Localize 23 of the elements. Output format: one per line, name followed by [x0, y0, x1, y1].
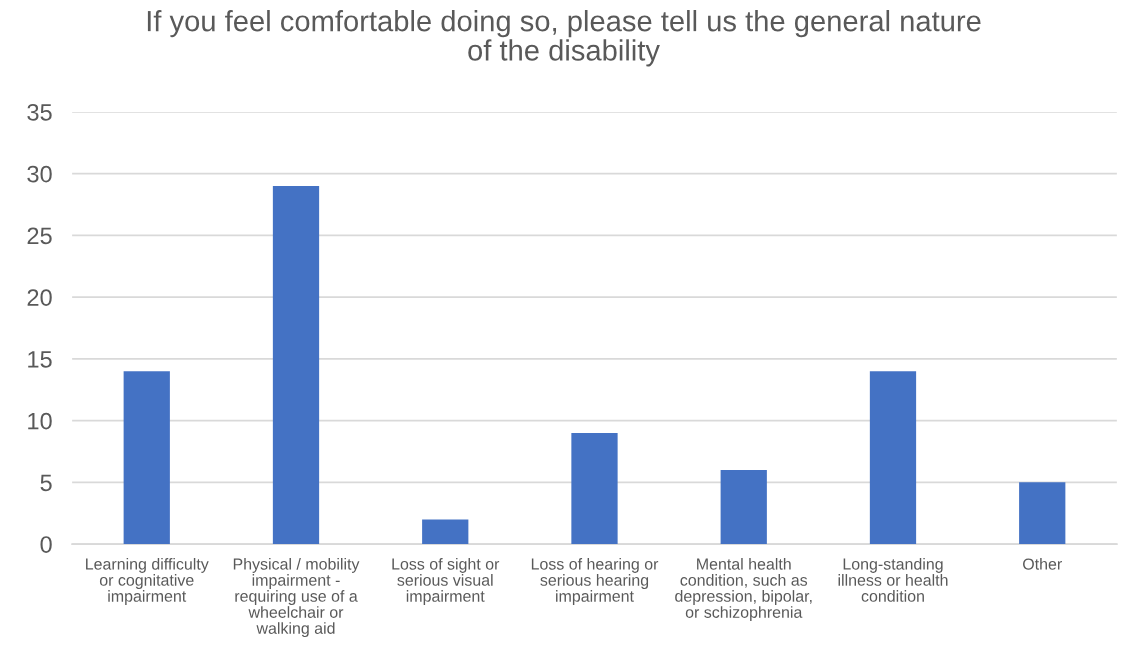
bar: [571, 432, 618, 545]
x-tick-label: Other: [1023, 558, 1062, 570]
y-tick-label: 30: [27, 165, 52, 183]
bar: [869, 371, 917, 545]
chart-title: If you feel comfortable doing so, please tell us the general nature of the disability: [147, 9, 981, 67]
bar: [1019, 482, 1066, 545]
x-tick-label: Loss of sight or serious visual impairment: [392, 558, 500, 605]
bar: [272, 185, 320, 545]
bar: [422, 519, 469, 545]
y-tick-label: 10: [28, 412, 52, 430]
x-tick-label: Physical / mobility impairment - requiring use of a wheelchair or walking aid: [233, 558, 360, 638]
x-tick-label: Long-standing illness or health condition: [838, 558, 948, 602]
y-tick-label: 15: [28, 351, 52, 368]
bar: [123, 371, 170, 545]
y-tick-label: 25: [27, 227, 52, 245]
y-tick-label: 5: [40, 474, 52, 492]
x-tick-label: Mental health condition, such as depression, bipolar, or schizophrenia: [675, 558, 812, 622]
y-tick-label: 35: [27, 103, 52, 121]
bar: [720, 470, 767, 545]
x-tick-label: Learning difficulty or cognitative impairment: [86, 558, 209, 605]
y-tick-label: 0: [40, 536, 52, 553]
y-tick-label: 20: [27, 289, 52, 306]
x-tick-label: Loss of hearing or serious hearing impairment: [531, 558, 659, 605]
